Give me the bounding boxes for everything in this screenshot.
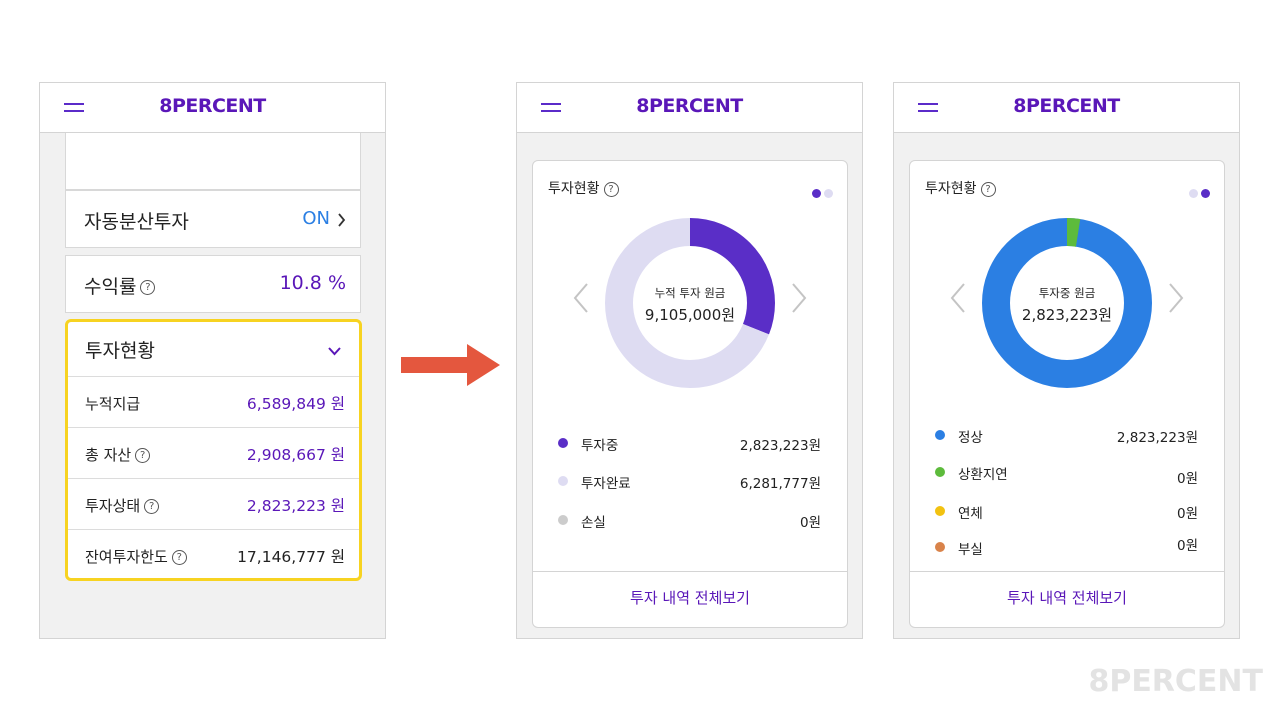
legend-value: 6,281,777원	[739, 476, 821, 492]
investment-row-value: 6,589,849 원	[246, 395, 345, 413]
app-header: 8PERCENT	[517, 83, 862, 133]
legend-dot	[935, 542, 945, 552]
help-icon[interactable]: ?	[171, 550, 187, 565]
carousel-dot[interactable]	[1189, 189, 1198, 198]
investment-row: 투자상태? 2,823,223 원	[68, 478, 359, 529]
legend-name: 정상	[958, 430, 983, 446]
legend-item: 투자완료 6,281,777원	[533, 470, 847, 494]
donut-slice-투자완료	[605, 218, 775, 388]
carousel-dots	[809, 183, 833, 202]
investment-header[interactable]: 투자현황	[68, 322, 359, 376]
investment-row-value: 17,146,777 원	[237, 548, 345, 566]
menu-icon[interactable]	[64, 103, 84, 113]
donut-slice-정상	[982, 218, 1152, 388]
investment-status-box: 투자현황 누적지급 6,589,849 원 총 자산? 2,908,667 원 …	[65, 319, 362, 581]
help-icon[interactable]: ?	[980, 181, 996, 197]
phone-screen-3: 8PERCENT 투자현황? 투자중 원금 2,823,223원 정상 2,82…	[893, 82, 1240, 639]
donut-center-label: 누적 투자 원금	[655, 286, 726, 300]
view-all-button[interactable]: 투자 내역 전체보기	[533, 571, 847, 627]
panel-title: 투자현황	[925, 181, 977, 197]
legend-dot	[558, 515, 568, 525]
legend-item: 연체 0원	[910, 500, 1224, 524]
legend-item: 부실 0원	[910, 536, 1224, 560]
donut-slice-sliver	[982, 218, 1152, 388]
legend-dot	[558, 438, 568, 448]
legend-value: 0원	[1176, 506, 1198, 522]
watermark-logo: 8PERCENT	[1088, 664, 1263, 699]
auto-invest-row[interactable]: 자동분산투자 ON	[65, 190, 361, 248]
carousel-dot-active[interactable]	[1201, 189, 1210, 198]
carousel-dots	[1186, 183, 1210, 202]
investment-row-value: 2,823,223 원	[246, 497, 345, 515]
app-header: 8PERCENT	[894, 83, 1239, 133]
carousel-dot[interactable]	[824, 189, 833, 198]
brand-logo: 8PERCENT	[159, 95, 266, 117]
view-all-button[interactable]: 투자 내역 전체보기	[910, 571, 1224, 627]
arrow-right-icon	[401, 344, 500, 386]
legend-name: 투자중	[581, 438, 619, 454]
chevron-right-icon[interactable]	[791, 283, 807, 313]
investment-row-label: 누적지급	[85, 395, 141, 413]
chevron-down-icon	[328, 347, 341, 356]
help-icon[interactable]: ?	[135, 448, 151, 463]
brand-logo: 8PERCENT	[1013, 95, 1120, 117]
auto-invest-label: 자동분산투자	[84, 211, 189, 233]
chevron-right-icon	[338, 213, 346, 227]
menu-icon[interactable]	[541, 103, 561, 113]
investment-row-label: 총 자산	[85, 446, 132, 464]
help-icon[interactable]: ?	[140, 280, 156, 295]
brand-logo: 8PERCENT	[636, 95, 743, 117]
return-rate-value: 10.8 %	[279, 272, 346, 294]
carousel-dot-active[interactable]	[812, 189, 821, 198]
return-rate-row: 수익률? 10.8 %	[65, 255, 361, 313]
help-icon[interactable]: ?	[144, 499, 160, 514]
donut-center-value: 2,823,223원	[1022, 306, 1112, 324]
investment-status-panel: 투자현황? 투자중 원금 2,823,223원 정상 2,823,223원 상환…	[909, 160, 1225, 628]
legend-item: 투자중 2,823,223원	[533, 432, 847, 456]
investment-title: 투자현황	[85, 340, 155, 362]
auto-invest-value: ON	[302, 208, 330, 229]
legend-name: 상환지연	[958, 467, 1008, 483]
legend-name: 투자완료	[581, 476, 631, 492]
donut-chart: 투자중 원금 2,823,223원	[982, 218, 1152, 388]
investment-row-value: 2,908,667 원	[246, 446, 345, 464]
legend-value: 0원	[799, 515, 821, 531]
menu-icon[interactable]	[918, 103, 938, 113]
donut-center-label: 투자중 원금	[1039, 286, 1096, 300]
legend-name: 부실	[958, 542, 983, 558]
chevron-left-icon[interactable]	[573, 283, 589, 313]
legend-value: 0원	[1176, 471, 1198, 487]
help-icon[interactable]: ?	[603, 181, 619, 197]
legend-item: 정상 2,823,223원	[910, 424, 1224, 448]
app-header: 8PERCENT	[40, 83, 385, 133]
donut-chart: 누적 투자 원금 9,105,000원	[605, 218, 775, 388]
legend-dot	[558, 476, 568, 486]
investment-row: 누적지급 6,589,849 원	[68, 376, 359, 427]
legend-name: 손실	[581, 515, 606, 531]
legend-item: 손실 0원	[533, 509, 847, 533]
legend-value: 2,823,223원	[739, 438, 821, 454]
investment-row: 총 자산? 2,908,667 원	[68, 427, 359, 478]
phone-screen-1: 8PERCENT 자동분산투자 ON 수익률? 10.8 % 투자현황 누적지급…	[39, 82, 386, 639]
investment-status-panel: 투자현황? 누적 투자 원금 9,105,000원 투자중 2,823,223원…	[532, 160, 848, 628]
legend-value: 2,823,223원	[1116, 430, 1198, 446]
legend-dot	[935, 430, 945, 440]
phone-screen-2: 8PERCENT 투자현황? 누적 투자 원금 9,105,000원 투자중 2…	[516, 82, 863, 639]
chevron-left-icon[interactable]	[950, 283, 966, 313]
legend-item: 상환지연 0원	[910, 461, 1224, 487]
legend-value: 0원	[1176, 538, 1198, 554]
donut-center-value: 9,105,000원	[645, 306, 735, 324]
legend-dot	[935, 467, 945, 477]
legend-dot	[935, 506, 945, 516]
panel-title: 투자현황	[548, 181, 600, 197]
chevron-right-icon[interactable]	[1168, 283, 1184, 313]
investment-row: 잔여투자한도? 17,146,777 원	[68, 529, 359, 580]
blank-card	[65, 133, 361, 190]
donut-segments	[605, 218, 775, 388]
return-rate-label: 수익률	[84, 276, 137, 298]
investment-row-label: 투자상태	[85, 497, 141, 515]
donut-segments	[982, 218, 1152, 388]
legend-name: 연체	[958, 506, 983, 522]
investment-row-label: 잔여투자한도	[85, 548, 168, 566]
